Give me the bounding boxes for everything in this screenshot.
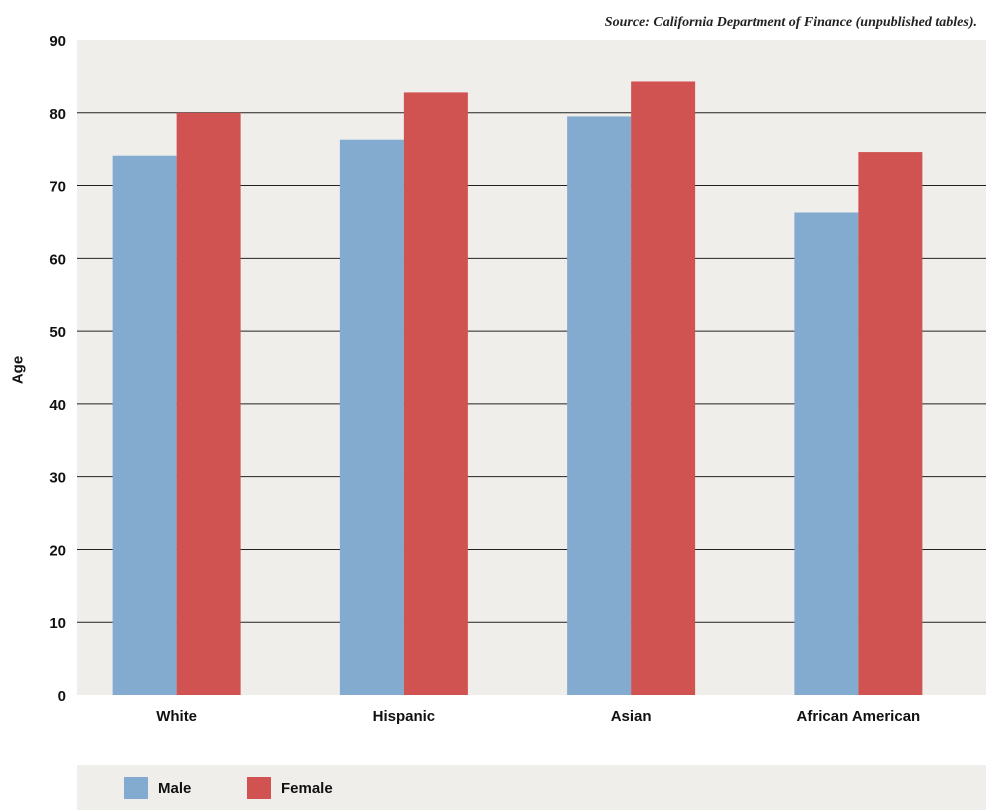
bar-male-white [112, 155, 177, 695]
y-tick-label: 0 [58, 688, 66, 705]
legend-item-female: Female [247, 777, 333, 799]
bar-female-hispanic [403, 92, 468, 695]
y-tick-label: 30 [49, 470, 66, 487]
bar-chart: 0 10 20 30 40 50 60 70 80 90 White Hispanic Asian Af… [49, 33, 986, 725]
legend-swatch-male [124, 777, 148, 799]
y-tick-label: 60 [49, 251, 66, 268]
y-tick-label: 40 [49, 397, 66, 414]
x-tick-label: African American [797, 708, 921, 725]
legend-label-male: Male [158, 779, 192, 797]
legend-swatch-female [247, 777, 271, 799]
legend-item-male: Male [124, 777, 191, 799]
bar-female-white [176, 112, 241, 696]
y-tick-label: 90 [49, 33, 66, 50]
y-tick-label: 80 [49, 106, 66, 123]
y-tick-labels: 0 10 20 30 40 50 60 70 80 90 [49, 33, 66, 705]
bar-female-african-american [858, 152, 923, 696]
x-tick-labels: White Hispanic Asian African American [156, 708, 920, 725]
bars [112, 81, 923, 696]
bar-male-african-american [794, 212, 859, 695]
y-tick-label: 10 [49, 615, 66, 632]
bar-male-hispanic [339, 139, 404, 695]
x-tick-label: White [156, 708, 197, 725]
bar-male-asian [567, 116, 632, 695]
source-note: Source: California Department of Finance… [604, 15, 977, 30]
legend: Male Female [77, 765, 986, 810]
x-tick-label: Asian [611, 708, 652, 725]
y-tick-label: 70 [49, 179, 66, 196]
bar-female-asian [631, 81, 696, 695]
y-tick-label: 20 [49, 542, 66, 559]
y-tick-label: 50 [49, 324, 66, 341]
legend-label-female: Female [281, 779, 333, 797]
x-tick-label: Hispanic [373, 708, 436, 725]
